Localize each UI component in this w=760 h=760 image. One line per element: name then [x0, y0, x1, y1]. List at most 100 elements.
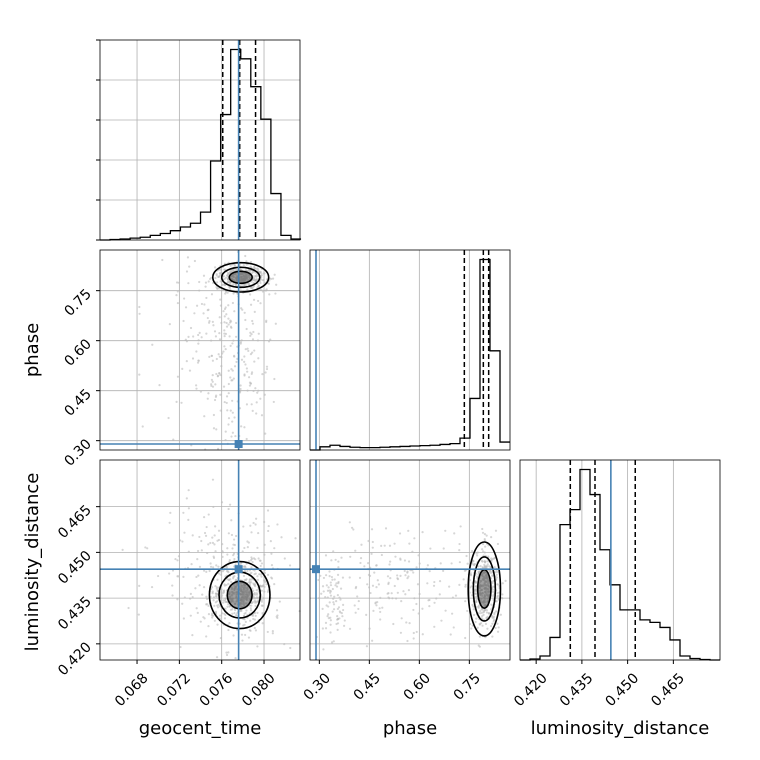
x-tick-label: 0.080: [239, 670, 279, 710]
sample-point: [485, 534, 488, 537]
sample-point: [379, 618, 382, 621]
sample-point: [217, 603, 220, 606]
sample-point: [483, 610, 486, 613]
sample-point: [193, 259, 197, 263]
sample-point: [198, 331, 201, 334]
sample-point: [273, 273, 276, 276]
sample-point: [211, 359, 215, 362]
sample-point: [249, 607, 252, 610]
x-tick-label: 0.60: [401, 670, 434, 703]
sample-point: [253, 612, 256, 615]
sample-point: [263, 272, 266, 275]
sample-point: [188, 265, 191, 268]
sample-point: [232, 538, 236, 541]
sample-point: [399, 574, 402, 577]
sample-point: [227, 382, 230, 386]
sample-point: [226, 291, 229, 294]
sample-point: [418, 562, 421, 565]
sample-point: [234, 656, 237, 660]
sample-point: [336, 628, 339, 631]
sample-point: [188, 369, 192, 372]
sample-point: [239, 289, 242, 292]
sample-point: [187, 335, 190, 338]
sample-point: [263, 543, 266, 546]
sample-point: [472, 613, 476, 617]
sample-point: [336, 573, 340, 576]
sample-point: [377, 583, 381, 586]
sample-point: [227, 507, 230, 511]
sample-point: [330, 641, 334, 644]
sample-point: [249, 260, 253, 264]
sample-point: [495, 600, 498, 603]
sample-point: [263, 393, 266, 396]
sample-point: [269, 338, 272, 341]
sample-point: [227, 272, 230, 275]
sample-point: [453, 532, 456, 535]
sample-point: [343, 619, 346, 622]
sample-point: [172, 438, 175, 441]
sample-point: [202, 516, 206, 519]
sample-point: [248, 283, 251, 286]
sample-point: [329, 581, 332, 584]
sample-point: [251, 338, 255, 341]
sample-point: [210, 276, 213, 279]
sample-point: [270, 577, 274, 580]
sample-point: [483, 560, 487, 563]
sample-point: [219, 570, 222, 573]
sample-point: [211, 478, 215, 481]
sample-point: [227, 323, 230, 326]
sample-point: [202, 312, 205, 315]
sample-point: [448, 585, 451, 588]
sample-point: [205, 332, 208, 335]
sample-point: [263, 585, 266, 588]
sample-point: [191, 595, 194, 599]
sample-point: [321, 585, 325, 588]
sample-point: [222, 310, 225, 313]
sample-point: [214, 383, 217, 386]
sample-point: [179, 645, 182, 649]
sample-point: [228, 503, 232, 506]
sample-point: [206, 603, 209, 606]
sample-point: [230, 368, 233, 371]
sample-point: [432, 584, 436, 587]
sample-point: [185, 340, 189, 343]
sample-point: [213, 604, 216, 607]
sample-point: [491, 590, 495, 593]
sample-point: [229, 409, 232, 412]
sample-point: [175, 281, 179, 284]
sample-point: [212, 599, 215, 602]
sample-point: [332, 601, 335, 604]
x-tick-label: 0.420: [511, 670, 551, 710]
sample-point: [195, 607, 198, 610]
sample-point: [339, 598, 342, 601]
sample-point: [219, 573, 222, 576]
sample-point: [224, 613, 227, 616]
sample-point: [484, 565, 487, 569]
sample-point: [504, 579, 507, 583]
sample-point: [239, 384, 242, 387]
sample-point: [266, 630, 269, 634]
sample-point: [167, 416, 170, 420]
axes-frame: [99, 39, 301, 241]
sample-point: [464, 583, 467, 586]
sample-point: [270, 552, 273, 555]
sample-point: [245, 437, 248, 441]
sample-point: [187, 282, 190, 285]
sample-point: [209, 562, 212, 565]
sample-point: [256, 391, 259, 394]
sample-point: [219, 592, 223, 595]
sample-point: [374, 602, 377, 605]
sample-point: [196, 549, 200, 553]
sample-point: [482, 613, 485, 616]
sample-point: [211, 541, 215, 544]
sample-point: [221, 592, 224, 595]
sample-point: [470, 550, 474, 553]
sample-point: [222, 350, 225, 353]
density-contour: [472, 556, 497, 622]
sample-point: [486, 560, 489, 563]
sample-point: [391, 597, 394, 600]
sample-point: [261, 622, 264, 625]
sample-point: [265, 320, 268, 324]
sample-point: [232, 354, 236, 357]
sample-point: [384, 527, 388, 530]
